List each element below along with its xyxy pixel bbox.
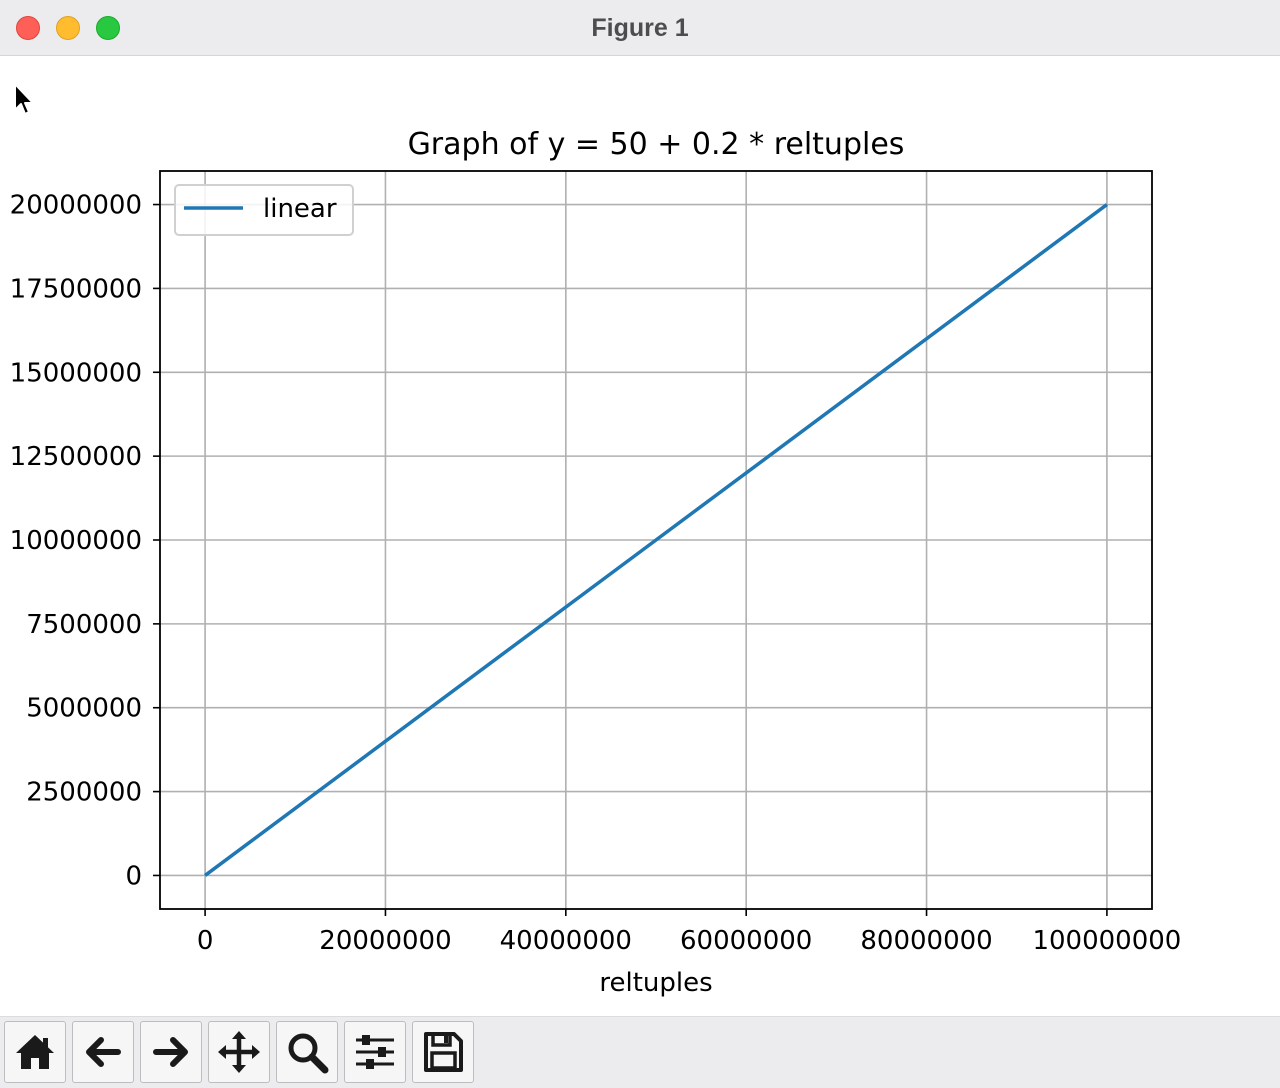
floppy-disk-icon xyxy=(424,1032,463,1072)
arrow-left-icon xyxy=(86,1037,121,1067)
sliders-icon xyxy=(356,1035,394,1069)
y-tick-label: 20000000 xyxy=(10,191,142,221)
magnifier-icon xyxy=(288,1033,329,1074)
home-icon xyxy=(16,1035,54,1069)
axis-ticks: 0 20000000 40000000 60000000 80000000 1000000… xyxy=(10,191,1182,956)
configure-subplots-button[interactable] xyxy=(344,1021,406,1083)
x-tick-label: 80000000 xyxy=(860,926,992,956)
series-line-linear xyxy=(204,203,1108,877)
home-button[interactable] xyxy=(4,1021,66,1083)
y-tick-label: 10000000 xyxy=(10,526,142,556)
chart-title: Graph of y = 50 + 0.2 * reltuples xyxy=(408,127,905,162)
save-button[interactable] xyxy=(412,1021,474,1083)
x-tick-label: 20000000 xyxy=(319,926,451,956)
figure-canvas[interactable]: 0 20000000 40000000 60000000 80000000 1000000… xyxy=(0,57,1280,1015)
y-tick-label: 15000000 xyxy=(10,358,142,388)
grid-lines xyxy=(160,171,1152,909)
x-tick-label: 0 xyxy=(197,926,214,956)
zoom-window-button[interactable] xyxy=(96,16,120,40)
zoom-button[interactable] xyxy=(276,1021,338,1083)
mouse-cursor-icon xyxy=(14,83,34,115)
arrow-right-icon xyxy=(153,1037,188,1067)
y-tick-label: 7500000 xyxy=(26,610,142,640)
y-tick-label: 2500000 xyxy=(26,778,142,808)
legend-box xyxy=(174,184,354,236)
x-tick-label: 60000000 xyxy=(680,926,812,956)
move-icon xyxy=(218,1031,260,1073)
window-titlebar: Figure 1 xyxy=(0,0,1280,56)
legend-label-linear: linear xyxy=(263,194,337,224)
y-tick-label: 17500000 xyxy=(10,274,142,304)
series-layer xyxy=(204,203,1108,877)
forward-button[interactable] xyxy=(140,1021,202,1083)
minimize-window-button[interactable] xyxy=(56,16,80,40)
pan-button[interactable] xyxy=(208,1021,270,1083)
close-window-button[interactable] xyxy=(16,16,40,40)
navigation-toolbar xyxy=(0,1016,1280,1088)
x-tick-label: 40000000 xyxy=(500,926,632,956)
x-tick-label: 100000000 xyxy=(1032,926,1181,956)
x-axis-label: reltuples xyxy=(599,968,712,998)
y-tick-label: 5000000 xyxy=(26,694,142,724)
back-button[interactable] xyxy=(72,1021,134,1083)
legend: linear xyxy=(174,184,354,236)
window-title: Figure 1 xyxy=(591,14,689,42)
y-tick-label: 12500000 xyxy=(10,442,142,472)
y-tick-label: 0 xyxy=(125,861,142,891)
